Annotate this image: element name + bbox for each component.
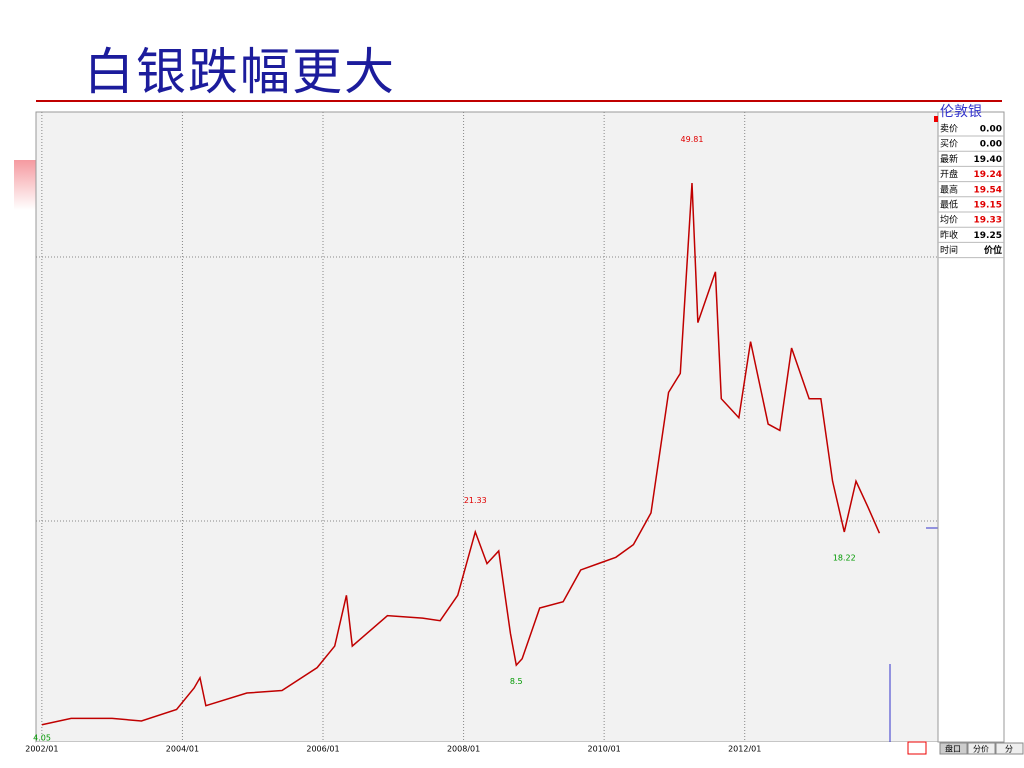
arrow-button[interactable]	[907, 741, 927, 755]
annotation: 8.5	[510, 677, 523, 686]
annotation: 18.22	[833, 554, 856, 563]
tab[interactable]	[995, 742, 1024, 755]
panel-label: 最高	[940, 183, 958, 195]
x-tick-label: 2012/01	[728, 745, 761, 754]
panel-label: 开盘	[940, 168, 958, 180]
x-tick-label: 2010/01	[588, 745, 621, 754]
panel-value: 19.15	[974, 201, 1002, 211]
panel-value: 19.33	[974, 216, 1002, 226]
panel-label: 最低	[940, 199, 958, 211]
annotation: 4.05	[33, 733, 51, 742]
x-tick-label: 2008/01	[447, 745, 480, 754]
panel-label: 最新	[940, 153, 958, 165]
quote-panel	[937, 111, 1005, 743]
tab-label[interactable]: 分价	[973, 745, 989, 754]
price-line	[41, 182, 881, 726]
tab[interactable]	[939, 742, 968, 755]
tab-label[interactable]: 盘口	[945, 744, 961, 754]
annotation: 21.33	[464, 496, 487, 505]
panel-value: 0.00	[980, 125, 1002, 135]
annotation: 49.81	[681, 135, 704, 144]
tabs: 盘口 分价 分	[939, 742, 1024, 755]
quote-panel-content: 伦敦银 卖价 0.00 买价 0.00 最新 19.40 开盘 19.24 最高 19.54 最低 1…	[938, 104, 1004, 259]
panel-value: 19.25	[974, 231, 1002, 241]
panel-title: 伦敦银	[940, 104, 982, 120]
panel-label: 时间	[940, 244, 958, 256]
x-axis-band	[36, 742, 1006, 756]
panel-label: 均价	[940, 214, 958, 226]
panel-value: 19.54	[974, 185, 1002, 195]
slide-title: 白银跌幅更大	[84, 43, 396, 101]
panel-marker	[934, 116, 938, 122]
panel-label: 昨收	[940, 229, 958, 241]
tab[interactable]	[967, 742, 996, 755]
x-tick-label: 2004/01	[166, 745, 199, 754]
panel-value: 价位	[984, 244, 1002, 256]
panel-value: 19.24	[974, 170, 1002, 180]
decoration	[14, 160, 36, 210]
panel-value: 0.00	[980, 140, 1002, 150]
x-tick-label: 2002/01	[25, 745, 58, 754]
panel-value: 19.40	[974, 155, 1002, 165]
panel-label: 卖价	[940, 124, 958, 135]
panel-label: 买价	[940, 139, 958, 150]
title-rule	[36, 100, 1002, 102]
x-tick-label: 2006/01	[306, 745, 339, 754]
plot-area	[35, 111, 939, 743]
tab-label[interactable]: 分	[1005, 745, 1013, 754]
